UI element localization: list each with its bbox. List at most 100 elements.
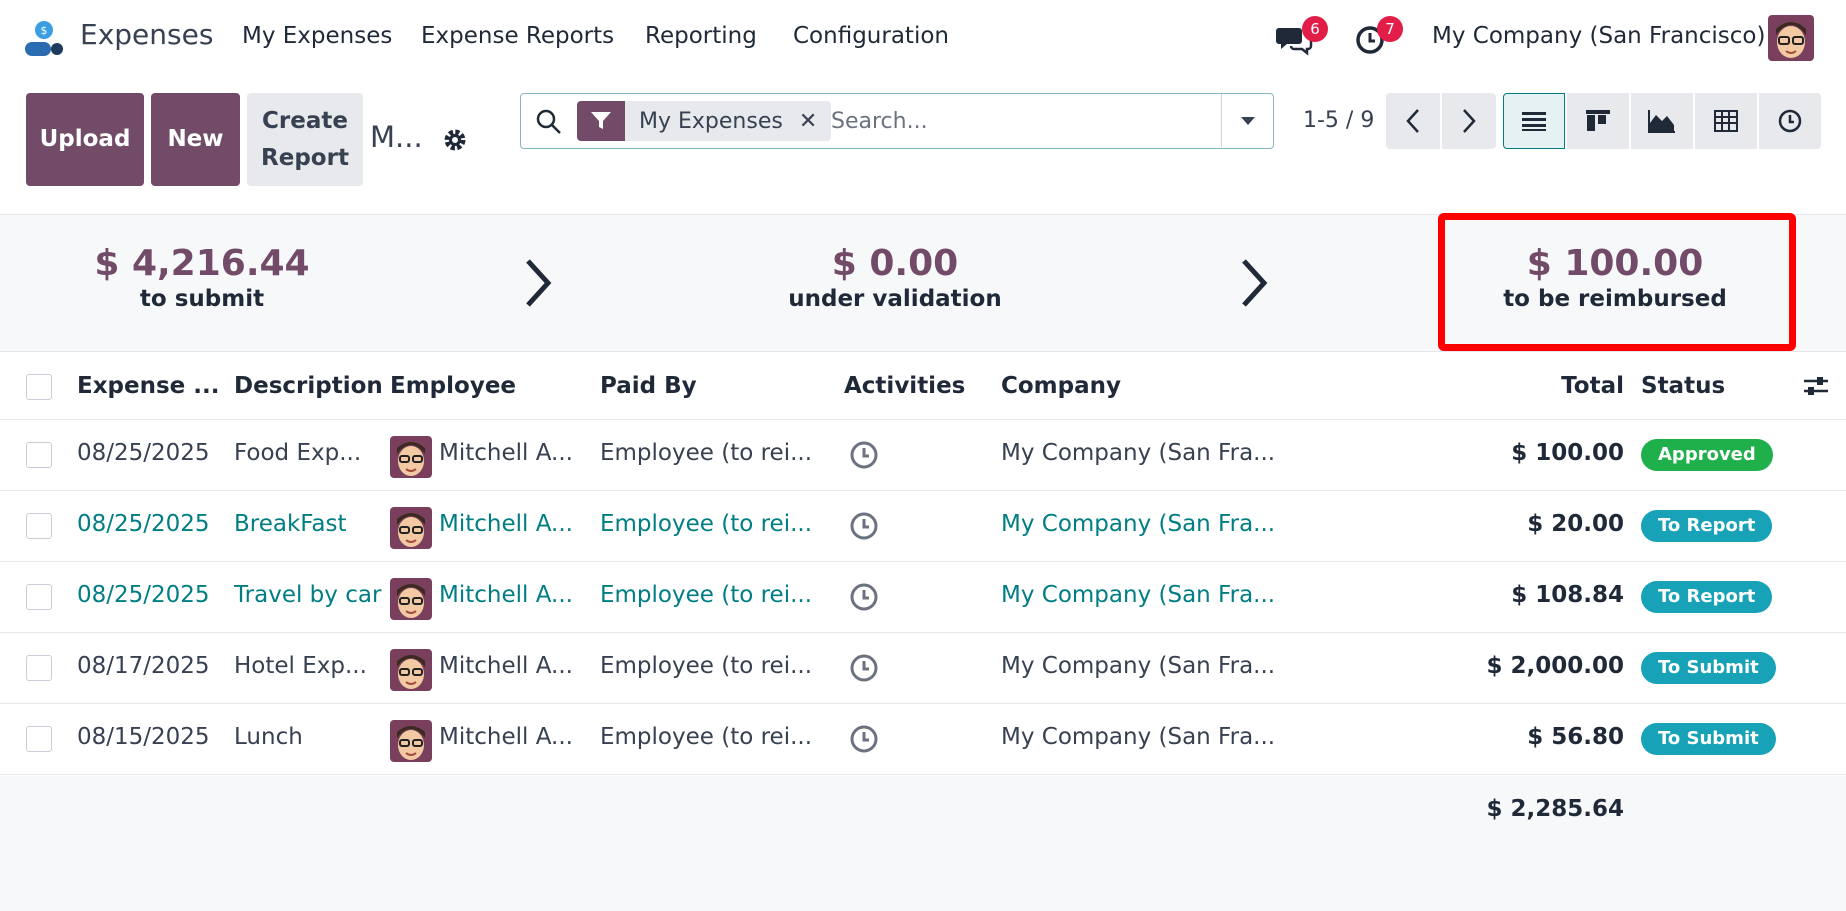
column-header-company[interactable]: Company: [1001, 373, 1121, 399]
summary-label: to be reimbursed: [1503, 286, 1727, 312]
cell-paid-by: Employee (to rei...: [600, 511, 813, 537]
employee-avatar: [390, 649, 432, 691]
remove-facet-icon[interactable]: ✕: [798, 108, 818, 134]
menu-reporting[interactable]: Reporting: [645, 23, 757, 49]
activities-badge: 7: [1377, 16, 1403, 42]
column-header-activities[interactable]: Activities: [844, 373, 966, 399]
chevron-right-icon: [1463, 109, 1476, 133]
kanban-view-icon: [1586, 110, 1610, 131]
table-row[interactable]: 08/15/2025 Lunch Mitchell A... Employee (to…: [0, 704, 1846, 775]
cell-date: 08/17/2025: [77, 653, 210, 679]
row-checkbox[interactable]: [26, 655, 52, 681]
table-row[interactable]: 08/25/2025 BreakFast Mitchell A... Employee…: [0, 491, 1846, 562]
pager-previous-button[interactable]: [1386, 93, 1440, 149]
column-header-description[interactable]: Description: [234, 373, 383, 399]
summary-label: under validation: [788, 286, 1002, 312]
menu-expense-reports[interactable]: Expense Reports: [421, 23, 615, 49]
column-header-employee[interactable]: Employee: [390, 373, 517, 399]
optional-columns-toggle-icon[interactable]: [1803, 375, 1829, 397]
activity-view-button[interactable]: [1759, 93, 1821, 149]
summary-amount: $ 0.00: [831, 243, 959, 284]
user-avatar[interactable]: [1768, 15, 1814, 61]
table-row[interactable]: 08/25/2025 Food Exp... Mitchell A... Employ…: [0, 420, 1846, 491]
cell-company: My Company (San Fra...: [1001, 582, 1276, 608]
cell-description: Hotel Exp...: [234, 653, 367, 679]
cell-company: My Company (San Fra...: [1001, 440, 1276, 466]
app-name[interactable]: Expenses: [80, 18, 214, 51]
table-row[interactable]: 08/25/2025 Travel by car Mitchell A... Empl…: [0, 562, 1846, 633]
summary-under-validation[interactable]: $ 0.00 under validation: [715, 243, 1075, 312]
activity-clock-icon[interactable]: [849, 724, 879, 754]
top-navbar: $ Expenses My Expenses Expense Reports R…: [0, 0, 1846, 78]
cell-total: $ 20.00: [1527, 511, 1624, 537]
row-checkbox[interactable]: [26, 726, 52, 752]
create-report-label-line1: Create: [262, 107, 348, 134]
activity-clock-icon[interactable]: [849, 511, 879, 541]
gear-icon[interactable]: [442, 127, 468, 153]
grand-total: $ 2,285.64: [1486, 796, 1624, 822]
column-header-paid-by[interactable]: Paid By: [600, 373, 697, 399]
chevron-right-icon: [1242, 259, 1268, 307]
cell-total: $ 56.80: [1527, 724, 1624, 750]
table-row[interactable]: 08/17/2025 Hotel Exp... Mitchell A... Emplo…: [0, 633, 1846, 704]
menu-my-expenses[interactable]: My Expenses: [242, 23, 393, 49]
create-report-button[interactable]: Create Report: [247, 93, 363, 186]
breadcrumb: M...: [370, 120, 423, 154]
status-badge: To Report: [1641, 510, 1773, 542]
column-header-date[interactable]: Expense ...: [77, 373, 220, 399]
cell-description: Lunch: [234, 724, 303, 750]
cell-date: 08/15/2025: [77, 724, 210, 750]
summary-label: to submit: [139, 286, 265, 312]
summary-to-submit[interactable]: $ 4,216.44 to submit: [22, 243, 382, 312]
clock-icon: [1778, 109, 1802, 133]
kanban-view-button[interactable]: [1567, 93, 1629, 149]
search-icon[interactable]: [535, 108, 563, 136]
menu-configuration[interactable]: Configuration: [793, 23, 949, 49]
row-checkbox[interactable]: [26, 442, 52, 468]
cell-date: 08/25/2025: [77, 582, 210, 608]
upload-button[interactable]: Upload: [26, 93, 144, 186]
chevron-right-icon: [526, 259, 552, 307]
pager-value[interactable]: 1-5 / 9: [1303, 108, 1375, 133]
create-report-label-line2: Report: [261, 144, 349, 171]
new-button[interactable]: New: [151, 93, 240, 186]
search-options-toggle[interactable]: [1221, 94, 1273, 147]
highlight-annotation-box: [1438, 213, 1796, 351]
expenses-app-icon[interactable]: $: [24, 20, 64, 58]
activity-clock-icon[interactable]: [849, 653, 879, 683]
cell-employee: Mitchell A...: [439, 582, 573, 608]
cell-paid-by: Employee (to rei...: [600, 724, 813, 750]
cell-company: My Company (San Fra...: [1001, 653, 1276, 679]
graph-view-button[interactable]: [1631, 93, 1693, 149]
select-all-checkbox[interactable]: [26, 374, 52, 400]
pivot-view-button[interactable]: [1695, 93, 1757, 149]
svg-text:$: $: [41, 24, 48, 37]
expense-summary-bar: $ 4,216.44 to submit $ 0.00 under valida…: [0, 214, 1846, 352]
employee-avatar: [390, 720, 432, 762]
summary-amount: $ 100.00: [1526, 243, 1704, 284]
activity-clock-icon[interactable]: [849, 440, 879, 470]
row-checkbox[interactable]: [26, 584, 52, 610]
caret-down-icon: [1240, 116, 1255, 125]
cell-company: My Company (San Fra...: [1001, 511, 1276, 537]
company-switcher[interactable]: My Company (San Francisco): [1432, 23, 1766, 49]
cell-total: $ 108.84: [1511, 582, 1624, 608]
list-view-button[interactable]: [1503, 93, 1565, 149]
column-header-total[interactable]: Total: [1561, 373, 1624, 399]
row-checkbox[interactable]: [26, 513, 52, 539]
pager-next-button[interactable]: [1442, 93, 1496, 149]
employee-avatar: [390, 578, 432, 620]
employee-avatar: [390, 436, 432, 478]
summary-to-be-reimbursed[interactable]: $ 100.00 to be reimbursed: [1435, 243, 1795, 312]
search-bar: My Expenses ✕: [520, 93, 1274, 149]
search-input[interactable]: [831, 104, 1231, 138]
cell-paid-by: Employee (to rei...: [600, 440, 813, 466]
status-badge: To Submit: [1641, 723, 1776, 755]
activity-clock-icon[interactable]: [1352, 20, 1390, 58]
activity-clock-icon[interactable]: [849, 582, 879, 612]
cell-employee: Mitchell A...: [439, 511, 573, 537]
area-chart-icon: [1648, 110, 1675, 133]
column-header-status[interactable]: Status: [1641, 373, 1726, 399]
cell-paid-by: Employee (to rei...: [600, 582, 813, 608]
chevron-left-icon: [1406, 109, 1419, 133]
